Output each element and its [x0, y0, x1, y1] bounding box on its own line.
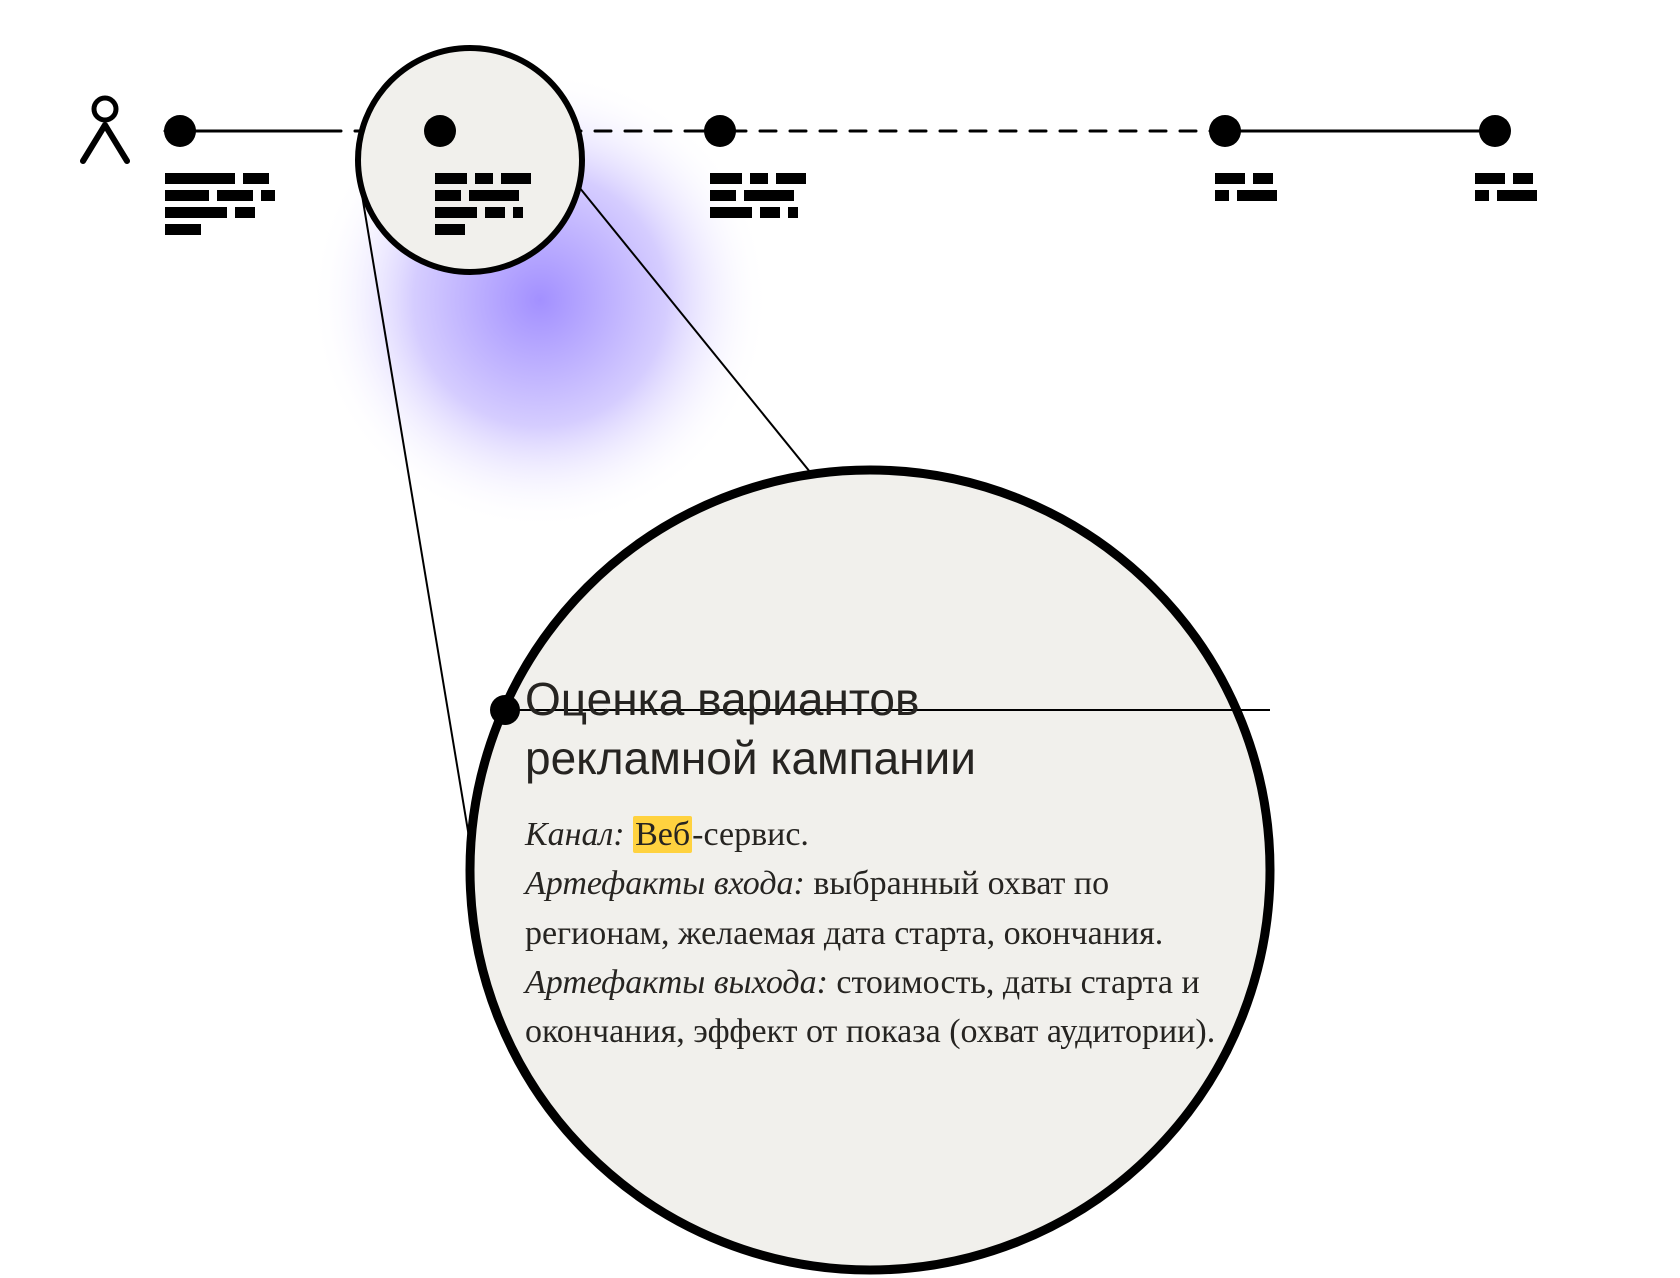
greeked-text-bar: [485, 207, 505, 218]
greeked-text-bar: [243, 173, 269, 184]
greeked-text-bar: [776, 173, 806, 184]
detail-channel-label: Канал:: [525, 816, 625, 853]
greeked-text-bar: [435, 224, 465, 235]
timeline-node-dot: [164, 115, 196, 147]
detail-inputs: Артефакты входа: выбранный охват по реги…: [525, 859, 1225, 958]
detail-body: Канал: Веб-сервис. Артефакты входа: выбр…: [525, 810, 1225, 1056]
person-icon: [83, 98, 127, 161]
greeked-text-bar: [750, 173, 768, 184]
greeked-text-bar: [1513, 173, 1533, 184]
greeked-text-bar: [1253, 173, 1273, 184]
greeked-text-bar: [788, 207, 798, 218]
greeked-text-bar: [513, 207, 523, 218]
greeked-text-bar: [217, 190, 253, 201]
detail-channel-rest: -сервис.: [692, 816, 809, 853]
greeked-text-bar: [435, 173, 467, 184]
detail-channel: Канал: Веб-сервис.: [525, 810, 1225, 859]
greeked-text-bar: [501, 173, 531, 184]
detail-inputs-label: Артефакты входа:: [525, 865, 805, 902]
greeked-text-bar: [165, 207, 227, 218]
greeked-text-bar: [435, 207, 477, 218]
greeked-text-bar: [744, 190, 794, 201]
greeked-text-bar: [1215, 190, 1229, 201]
diagram-stage: Оценка вариантов рекламной кампании Кана…: [0, 0, 1680, 1278]
greeked-text-bar: [165, 190, 209, 201]
greeked-text-bar: [475, 173, 493, 184]
greeked-text-bar: [1215, 173, 1245, 184]
greeked-text-bar: [435, 190, 461, 201]
greeked-text-bar: [469, 190, 519, 201]
greeked-text-bar: [760, 207, 780, 218]
timeline-node-dot: [1209, 115, 1241, 147]
greeked-text-bar: [235, 207, 255, 218]
greeked-text-bar: [1497, 190, 1537, 201]
detail-anchor-dot: [490, 695, 520, 725]
diagram-svg: [0, 0, 1680, 1278]
timeline-node-dot: [1479, 115, 1511, 147]
detail-outputs-label: Артефакты выхода:: [525, 964, 828, 1001]
timeline-node-dot: [424, 115, 456, 147]
detail-outputs: Артефакты выхода: стоимость, даты старта…: [525, 958, 1225, 1057]
highlighted-term: Веб: [633, 816, 692, 853]
greeked-text-bar: [165, 173, 235, 184]
greeked-text-bar: [261, 190, 275, 201]
timeline-node-dot: [704, 115, 736, 147]
greeked-text-bar: [1475, 173, 1505, 184]
greeked-text-bar: [710, 173, 742, 184]
detail-title: Оценка вариантов рекламной кампании: [525, 670, 1085, 788]
greeked-text-bar: [710, 190, 736, 201]
greeked-text-bar: [1475, 190, 1489, 201]
greeked-text-bar: [1237, 190, 1277, 201]
greeked-text-bar: [710, 207, 752, 218]
greeked-text-bar: [165, 224, 201, 235]
